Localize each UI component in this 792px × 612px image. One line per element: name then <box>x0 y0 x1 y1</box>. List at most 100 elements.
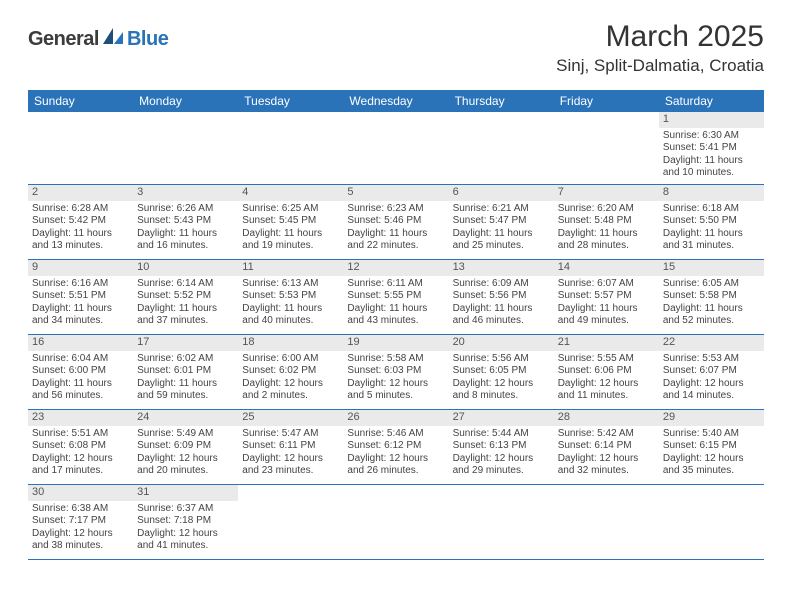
logo-blue: Blue <box>127 28 168 51</box>
daylight-line-1: Daylight: 11 hours <box>663 303 760 316</box>
daylight-line-1: Daylight: 12 hours <box>32 453 129 466</box>
sunrise-line: Sunrise: 6:20 AM <box>558 203 655 216</box>
calendar-cell <box>238 112 343 184</box>
calendar-cell: 20Sunrise: 5:56 AMSunset: 6:05 PMDayligh… <box>449 334 554 409</box>
daylight-line-1: Daylight: 11 hours <box>347 303 444 316</box>
calendar-cell <box>238 484 343 559</box>
sunset-line: Sunset: 7:18 PM <box>137 515 234 528</box>
daylight-line-1: Daylight: 11 hours <box>242 303 339 316</box>
sunrise-line: Sunrise: 6:21 AM <box>453 203 550 216</box>
calendar-cell: 22Sunrise: 5:53 AMSunset: 6:07 PMDayligh… <box>659 334 764 409</box>
sunset-line: Sunset: 5:43 PM <box>137 215 234 228</box>
calendar-cell: 17Sunrise: 6:02 AMSunset: 6:01 PMDayligh… <box>133 334 238 409</box>
daylight-line-2: and 29 minutes. <box>453 465 550 478</box>
day-number: 16 <box>28 335 133 351</box>
calendar-cell: 5Sunrise: 6:23 AMSunset: 5:46 PMDaylight… <box>343 184 448 259</box>
calendar-cell <box>133 112 238 184</box>
calendar-row: 9Sunrise: 6:16 AMSunset: 5:51 PMDaylight… <box>28 259 764 334</box>
daylight-line-1: Daylight: 11 hours <box>32 228 129 241</box>
weekday-header-row: SundayMondayTuesdayWednesdayThursdayFrid… <box>28 90 764 112</box>
sunrise-line: Sunrise: 6:16 AM <box>32 278 129 291</box>
sunrise-line: Sunrise: 6:14 AM <box>137 278 234 291</box>
calendar-cell: 26Sunrise: 5:46 AMSunset: 6:12 PMDayligh… <box>343 409 448 484</box>
calendar-cell: 30Sunrise: 6:38 AMSunset: 7:17 PMDayligh… <box>28 484 133 559</box>
calendar-cell: 3Sunrise: 6:26 AMSunset: 5:43 PMDaylight… <box>133 184 238 259</box>
calendar-cell: 27Sunrise: 5:44 AMSunset: 6:13 PMDayligh… <box>449 409 554 484</box>
daylight-line-2: and 38 minutes. <box>32 540 129 553</box>
sunrise-line: Sunrise: 6:07 AM <box>558 278 655 291</box>
day-number: 8 <box>659 185 764 201</box>
calendar-cell <box>659 484 764 559</box>
weekday-header: Monday <box>133 90 238 112</box>
calendar-cell <box>449 112 554 184</box>
daylight-line-1: Daylight: 11 hours <box>137 378 234 391</box>
sunset-line: Sunset: 6:09 PM <box>137 440 234 453</box>
sunrise-line: Sunrise: 6:13 AM <box>242 278 339 291</box>
daylight-line-2: and 17 minutes. <box>32 465 129 478</box>
day-number: 28 <box>554 410 659 426</box>
daylight-line-1: Daylight: 11 hours <box>32 378 129 391</box>
day-number: 17 <box>133 335 238 351</box>
daylight-line-2: and 14 minutes. <box>663 390 760 403</box>
day-number: 25 <box>238 410 343 426</box>
daylight-line-1: Daylight: 12 hours <box>453 453 550 466</box>
day-number: 29 <box>659 410 764 426</box>
daylight-line-2: and 10 minutes. <box>663 167 760 180</box>
day-number: 1 <box>659 112 764 128</box>
calendar-cell <box>343 112 448 184</box>
calendar-row: 16Sunrise: 6:04 AMSunset: 6:00 PMDayligh… <box>28 334 764 409</box>
daylight-line-2: and 31 minutes. <box>663 240 760 253</box>
day-number: 24 <box>133 410 238 426</box>
calendar-cell: 29Sunrise: 5:40 AMSunset: 6:15 PMDayligh… <box>659 409 764 484</box>
calendar-cell: 6Sunrise: 6:21 AMSunset: 5:47 PMDaylight… <box>449 184 554 259</box>
day-number: 13 <box>449 260 554 276</box>
daylight-line-2: and 49 minutes. <box>558 315 655 328</box>
calendar-cell: 2Sunrise: 6:28 AMSunset: 5:42 PMDaylight… <box>28 184 133 259</box>
sunrise-line: Sunrise: 5:53 AM <box>663 353 760 366</box>
daylight-line-2: and 35 minutes. <box>663 465 760 478</box>
day-number: 27 <box>449 410 554 426</box>
calendar-cell: 12Sunrise: 6:11 AMSunset: 5:55 PMDayligh… <box>343 259 448 334</box>
calendar-cell: 24 Sunrise: 5:49 AMSunset: 6:09 PMDayligh… <box>133 409 238 484</box>
daylight-line-2: and 41 minutes. <box>137 540 234 553</box>
sunset-line: Sunset: 6:08 PM <box>32 440 129 453</box>
sunset-line: Sunset: 5:55 PM <box>347 290 444 303</box>
daylight-line-2: and 11 minutes. <box>558 390 655 403</box>
sunset-line: Sunset: 6:07 PM <box>663 365 760 378</box>
sunrise-line: Sunrise: 6:30 AM <box>663 130 760 143</box>
calendar-cell: 16Sunrise: 6:04 AMSunset: 6:00 PMDayligh… <box>28 334 133 409</box>
calendar-cell: 11Sunrise: 6:13 AMSunset: 5:53 PMDayligh… <box>238 259 343 334</box>
sunrise-line: Sunrise: 5:49 AM <box>137 428 234 441</box>
calendar-cell: 13Sunrise: 6:09 AMSunset: 5:56 PMDayligh… <box>449 259 554 334</box>
location: Sinj, Split-Dalmatia, Croatia <box>556 56 764 76</box>
daylight-line-1: Daylight: 12 hours <box>347 453 444 466</box>
day-number: 21 <box>554 335 659 351</box>
daylight-line-1: Daylight: 12 hours <box>663 378 760 391</box>
weekday-header: Friday <box>554 90 659 112</box>
daylight-line-1: Daylight: 12 hours <box>137 453 234 466</box>
logo: General Blue <box>28 28 168 51</box>
calendar-cell: 7Sunrise: 6:20 AMSunset: 5:48 PMDaylight… <box>554 184 659 259</box>
calendar-cell: 21Sunrise: 5:55 AMSunset: 6:06 PMDayligh… <box>554 334 659 409</box>
calendar-cell: 25Sunrise: 5:47 AMSunset: 6:11 PMDayligh… <box>238 409 343 484</box>
calendar-cell: 18Sunrise: 6:00 AMSunset: 6:02 PMDayligh… <box>238 334 343 409</box>
sunrise-line: Sunrise: 6:38 AM <box>32 503 129 516</box>
page-title: March 2025 <box>556 20 764 54</box>
daylight-line-1: Daylight: 12 hours <box>558 453 655 466</box>
calendar-cell: 31Sunrise: 6:37 AMSunset: 7:18 PMDayligh… <box>133 484 238 559</box>
sunset-line: Sunset: 6:14 PM <box>558 440 655 453</box>
daylight-line-2: and 19 minutes. <box>242 240 339 253</box>
daylight-line-2: and 46 minutes. <box>453 315 550 328</box>
sunrise-line: Sunrise: 6:28 AM <box>32 203 129 216</box>
daylight-line-1: Daylight: 11 hours <box>453 303 550 316</box>
calendar-cell: 23Sunrise: 5:51 AMSunset: 6:08 PMDayligh… <box>28 409 133 484</box>
calendar-cell <box>554 484 659 559</box>
daylight-line-2: and 25 minutes. <box>453 240 550 253</box>
day-number: 10 <box>133 260 238 276</box>
daylight-line-2: and 40 minutes. <box>242 315 339 328</box>
sunset-line: Sunset: 6:01 PM <box>137 365 234 378</box>
sunset-line: Sunset: 6:02 PM <box>242 365 339 378</box>
day-number: 23 <box>28 410 133 426</box>
daylight-line-1: Daylight: 12 hours <box>32 528 129 541</box>
logo-general: General <box>28 28 99 51</box>
